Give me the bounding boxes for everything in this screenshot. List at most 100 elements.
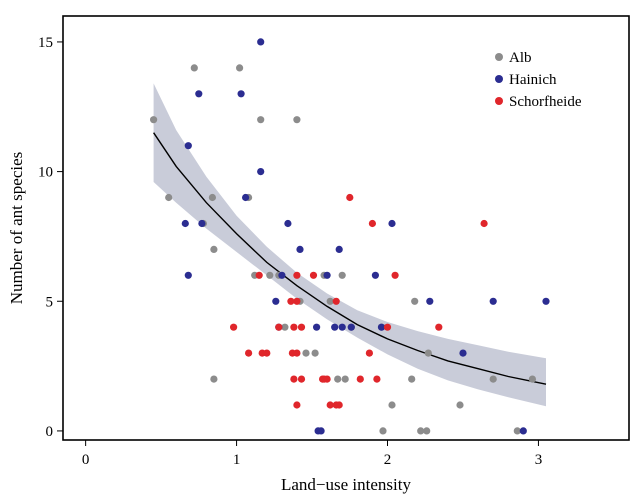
legend-label-alb: Alb bbox=[509, 50, 532, 66]
point-schorfheide-16 bbox=[309, 271, 318, 279]
point-alb-29 bbox=[417, 427, 425, 435]
point-hainich-6 bbox=[242, 193, 250, 202]
point-schorfheide-9 bbox=[290, 323, 298, 331]
point-hainich-24 bbox=[388, 219, 396, 228]
point-alb-5 bbox=[210, 245, 218, 253]
point-alb-16 bbox=[302, 349, 310, 357]
point-hainich-7 bbox=[257, 168, 265, 176]
legend-marker-schorfheide bbox=[495, 97, 503, 105]
point-schorfheide-28 bbox=[373, 375, 381, 383]
x-tick-label-1: 1 bbox=[233, 452, 241, 468]
point-schorfheide-13 bbox=[293, 297, 301, 305]
x-tick-label-0: 0 bbox=[82, 452, 90, 468]
point-alb-1 bbox=[165, 193, 173, 202]
point-alb-31 bbox=[424, 349, 432, 357]
point-hainich-17 bbox=[323, 271, 331, 279]
point-hainich-19 bbox=[335, 245, 343, 253]
point-hainich-1 bbox=[184, 271, 192, 279]
point-alb-28 bbox=[411, 297, 419, 305]
point-schorfheide-15 bbox=[297, 323, 306, 331]
point-hainich-2 bbox=[184, 142, 192, 150]
point-hainich-14 bbox=[313, 323, 321, 331]
point-schorfheide-29 bbox=[383, 323, 392, 331]
y-tick-label-10: 10 bbox=[38, 165, 53, 181]
point-hainich-26 bbox=[459, 349, 467, 357]
confidence-band bbox=[153, 83, 546, 407]
point-schorfheide-23 bbox=[335, 401, 343, 409]
point-schorfheide-21 bbox=[332, 297, 340, 305]
point-hainich-28 bbox=[519, 427, 527, 435]
y-tick-label-5: 5 bbox=[46, 294, 54, 310]
point-schorfheide-24 bbox=[346, 193, 354, 202]
point-alb-34 bbox=[513, 427, 521, 435]
plot-frame bbox=[62, 15, 630, 441]
point-alb-32 bbox=[456, 401, 464, 409]
point-hainich-0 bbox=[181, 219, 189, 228]
point-alb-14 bbox=[293, 116, 301, 124]
y-tick-label-0: 0 bbox=[46, 424, 54, 440]
point-schorfheide-26 bbox=[365, 349, 373, 357]
x-axis-label: Land−use intensity bbox=[281, 475, 411, 494]
point-hainich-21 bbox=[347, 323, 355, 331]
legend-label-hainich: Hainich bbox=[509, 72, 557, 88]
point-alb-13 bbox=[281, 323, 289, 331]
y-tick-label-15: 15 bbox=[38, 35, 53, 51]
point-hainich-12 bbox=[284, 219, 292, 228]
point-schorfheide-1 bbox=[245, 349, 253, 357]
point-alb-30 bbox=[423, 427, 431, 435]
point-schorfheide-5 bbox=[275, 323, 283, 331]
point-schorfheide-8 bbox=[290, 375, 298, 383]
point-hainich-29 bbox=[542, 297, 550, 305]
point-alb-22 bbox=[341, 375, 349, 383]
data-points bbox=[150, 38, 550, 435]
point-alb-6 bbox=[210, 375, 218, 383]
point-alb-27 bbox=[408, 375, 416, 383]
confidence-band-area bbox=[153, 83, 546, 407]
point-hainich-18 bbox=[331, 323, 339, 331]
point-hainich-20 bbox=[338, 323, 346, 331]
point-alb-26 bbox=[388, 401, 396, 409]
point-hainich-9 bbox=[272, 297, 280, 305]
legend-marker-hainich bbox=[495, 75, 503, 83]
point-schorfheide-30 bbox=[391, 271, 399, 279]
point-hainich-11 bbox=[278, 271, 286, 279]
point-schorfheide-32 bbox=[480, 219, 488, 228]
point-hainich-8 bbox=[257, 38, 265, 46]
point-hainich-25 bbox=[426, 297, 434, 305]
fit-curve-line bbox=[153, 132, 547, 385]
legend: Alb Hainich Schorfheide bbox=[495, 50, 582, 110]
point-schorfheide-2 bbox=[255, 271, 263, 279]
legend-marker-alb bbox=[495, 53, 503, 61]
point-hainich-4 bbox=[198, 219, 206, 228]
x-tick-label-3: 3 bbox=[535, 452, 543, 468]
point-alb-21 bbox=[338, 271, 346, 279]
point-alb-4 bbox=[208, 193, 216, 202]
point-hainich-3 bbox=[195, 90, 203, 98]
fit-curve bbox=[153, 132, 547, 385]
point-alb-7 bbox=[236, 64, 244, 72]
point-alb-10 bbox=[257, 116, 265, 124]
point-alb-0 bbox=[150, 116, 158, 124]
point-schorfheide-20 bbox=[326, 401, 334, 409]
point-alb-33 bbox=[489, 375, 497, 383]
point-schorfheide-6 bbox=[287, 297, 295, 305]
point-alb-19 bbox=[326, 297, 334, 305]
point-hainich-22 bbox=[371, 271, 379, 279]
x-axis-ticks: 0 1 2 3 bbox=[82, 440, 542, 468]
point-hainich-13 bbox=[296, 245, 304, 253]
point-hainich-5 bbox=[237, 90, 245, 98]
point-schorfheide-4 bbox=[263, 349, 271, 357]
point-alb-17 bbox=[311, 349, 319, 357]
point-schorfheide-25 bbox=[356, 375, 364, 383]
point-schorfheide-12 bbox=[293, 349, 301, 357]
x-tick-label-2: 2 bbox=[384, 452, 392, 468]
point-schorfheide-14 bbox=[297, 375, 306, 383]
point-alb-25 bbox=[379, 427, 387, 435]
point-schorfheide-31 bbox=[435, 323, 443, 331]
point-alb-2 bbox=[190, 64, 198, 72]
legend-label-schorfheide: Schorfheide bbox=[509, 94, 582, 110]
point-schorfheide-0 bbox=[230, 323, 238, 331]
point-schorfheide-19 bbox=[323, 375, 331, 383]
point-alb-20 bbox=[334, 375, 342, 383]
